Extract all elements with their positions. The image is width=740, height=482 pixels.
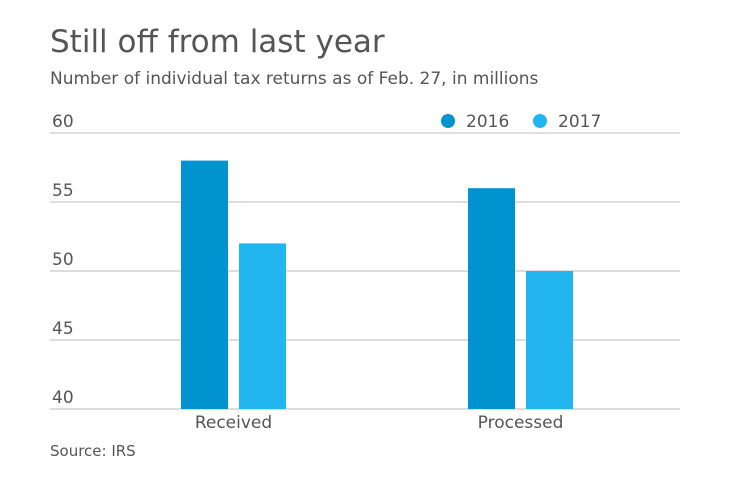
y-tick-label: 60 [52,112,74,132]
bar [468,188,515,409]
source: Source: IRS [50,442,136,460]
x-tick-label: Received [195,413,272,433]
y-tick-label: 45 [52,319,74,339]
y-tick-label: 40 [52,388,74,408]
legend-marker [441,114,455,128]
legend-label: 2016 [466,112,509,132]
chart-subtitle: Number of individual tax returns as of F… [50,69,539,89]
legend-label: 2017 [558,112,601,132]
bar [526,271,573,409]
legend-marker [533,114,547,128]
bar [239,243,286,409]
chart-title: Still off from last year [50,24,385,60]
x-tick-label: Processed [478,413,564,433]
y-tick-label: 55 [52,181,74,201]
y-tick-label: 50 [52,250,74,270]
bar [181,160,228,409]
